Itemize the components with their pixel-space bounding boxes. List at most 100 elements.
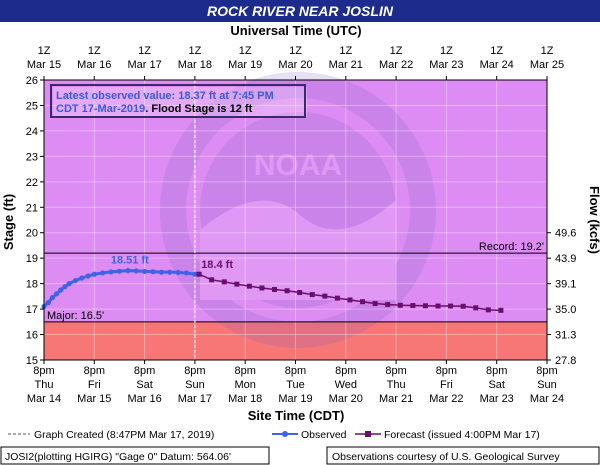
bottom-tick-label: Mar 18	[228, 393, 262, 405]
observed-point	[142, 268, 148, 275]
flood-stage-text: . Flood Stage is 12 ft	[145, 103, 252, 115]
observed-point	[66, 281, 72, 287]
top-tick-label: Mar 22	[379, 59, 413, 71]
top-tick-label: 1Z	[390, 45, 403, 57]
bottom-tick-label: Mar 16	[127, 393, 161, 405]
top-axis-title: Universal Time (UTC)	[230, 23, 361, 38]
y-tick-label: 21	[26, 202, 38, 214]
y-tick-label: 25	[26, 100, 38, 112]
footer-datum: JOSI2(plotting HGIRG) "Gage 0" Datum: 56…	[5, 451, 231, 463]
flow-tick-label: 31.3	[555, 330, 576, 342]
forecast-point	[485, 307, 491, 313]
forecast-point	[259, 285, 265, 291]
major-flood-band	[44, 321, 547, 360]
flow-tick-label: 43.9	[555, 253, 576, 265]
top-tick-label: Mar 23	[429, 59, 463, 71]
top-tick-label: Mar 15	[27, 59, 61, 71]
forecast-point	[397, 302, 403, 308]
bottom-axis-ticks: 8pm Thu Mar 14 8pm Fri Mar 15 8pm Sat Mar 16 8pm S…	[27, 360, 564, 405]
bottom-tick-label: 8pm	[486, 365, 507, 377]
forecast-point	[422, 303, 428, 309]
top-tick-label: Mar 25	[530, 59, 564, 71]
observed-point	[175, 269, 181, 276]
forecast-point	[372, 300, 378, 306]
y-tick-label: 15	[26, 355, 38, 367]
bottom-tick-label: 8pm	[134, 365, 155, 377]
latest-value-date: CDT 17-Mar-2019	[56, 103, 145, 115]
forecast-point	[460, 303, 466, 309]
top-tick-label: Mar 19	[228, 59, 262, 71]
top-tick-label: 1Z	[188, 45, 201, 57]
bottom-tick-label: 8pm	[84, 365, 105, 377]
flow-tick-label: 35.0	[555, 304, 576, 316]
top-axis-ticks: 1Z Mar 15 1Z Mar 16 1Z Mar 17 1Z Mar 18 1Z Mar 19…	[27, 45, 564, 80]
y-axis-ticks: 15 16 17 18 19 20 21 22 23 24 25 26	[26, 75, 44, 367]
observed-point	[108, 269, 114, 275]
bottom-tick-label: 8pm	[385, 365, 406, 377]
observed-point	[49, 295, 55, 301]
top-tick-label: 1Z	[541, 45, 554, 57]
latest-value-line1: Latest observed value: 18.37 ft at 7:45 …	[56, 90, 274, 102]
bottom-tick-label: Mar 22	[429, 393, 463, 405]
observed-point	[133, 268, 139, 274]
bottom-tick-label: 8pm	[234, 365, 255, 377]
observed-point	[85, 273, 91, 279]
forecast-point	[322, 293, 328, 299]
legend: Graph Created (8:47PM Mar 17, 2019) Obse…	[8, 429, 540, 441]
forecast-start-label: 18.4 ft	[201, 259, 233, 271]
bottom-axis-title: Site Time (CDT)	[248, 408, 345, 423]
top-tick-label: Mar 20	[278, 59, 312, 71]
forecast-point	[334, 295, 340, 301]
observed-point	[72, 277, 79, 284]
observed-point	[183, 270, 190, 276]
top-tick-label: 1Z	[88, 45, 101, 57]
bottom-tick-label: Sat	[488, 379, 505, 391]
bottom-tick-label: Sat	[136, 379, 153, 391]
top-tick-label: 1Z	[239, 45, 252, 57]
flow-tick-label: 39.1	[555, 279, 576, 291]
bottom-tick-label: 8pm	[536, 365, 557, 377]
series-layer: 18.51 ft 18.4 ft	[41, 255, 504, 313]
forecast-point	[272, 286, 278, 292]
forecast-point	[448, 303, 454, 309]
forecast-point	[297, 290, 303, 296]
top-tick-label: 1Z	[289, 45, 302, 57]
left-axis-title: Stage (ft)	[1, 194, 16, 250]
flow-tick-label: 49.6	[555, 228, 576, 240]
svg-text:NOAA: NOAA	[254, 149, 342, 182]
bottom-tick-label: 8pm	[33, 365, 54, 377]
y-tick-label: 19	[26, 253, 38, 265]
bottom-tick-label: Sun	[537, 379, 557, 391]
latest-value-box: Latest observed value: 18.37 ft at 7:45 …	[50, 84, 307, 118]
svg-text:CDT 17-Mar-2019. Flood Stage i: CDT 17-Mar-2019. Flood Stage is 12 ft	[56, 103, 253, 115]
observed-point	[158, 269, 164, 275]
top-tick-label: Mar 21	[329, 59, 363, 71]
forecast-point	[498, 307, 504, 313]
bottom-tick-label: Mon	[234, 379, 255, 391]
bottom-tick-label: Mar 14	[27, 393, 61, 405]
bottom-tick-label: Mar 21	[379, 393, 413, 405]
forecast-point	[473, 305, 479, 311]
bottom-tick-label: Tue	[286, 379, 305, 391]
footer-right-box	[326, 446, 600, 465]
forecast-point	[246, 283, 252, 289]
forecast-point	[309, 292, 315, 298]
top-tick-label: Mar 16	[77, 59, 111, 71]
top-tick-label: Mar 18	[178, 59, 212, 71]
forecast-point	[234, 281, 240, 287]
y-tick-label: 20	[26, 228, 38, 240]
title-bar	[0, 0, 600, 22]
top-tick-label: Mar 17	[127, 59, 161, 71]
right-axis-title: Flow (kcfs)	[587, 186, 600, 254]
forecast-point	[196, 271, 202, 277]
major-label: Major: 16.5'	[47, 310, 104, 322]
y-tick-label: 26	[26, 75, 38, 87]
top-tick-label: Mar 24	[480, 59, 514, 71]
bottom-tick-label: Sun	[185, 379, 205, 391]
flow-tick-label: 27.8	[555, 355, 576, 367]
forecast-point	[209, 277, 215, 283]
observed-point	[58, 287, 64, 293]
observed-point	[45, 300, 51, 306]
forecast-point	[221, 279, 227, 285]
